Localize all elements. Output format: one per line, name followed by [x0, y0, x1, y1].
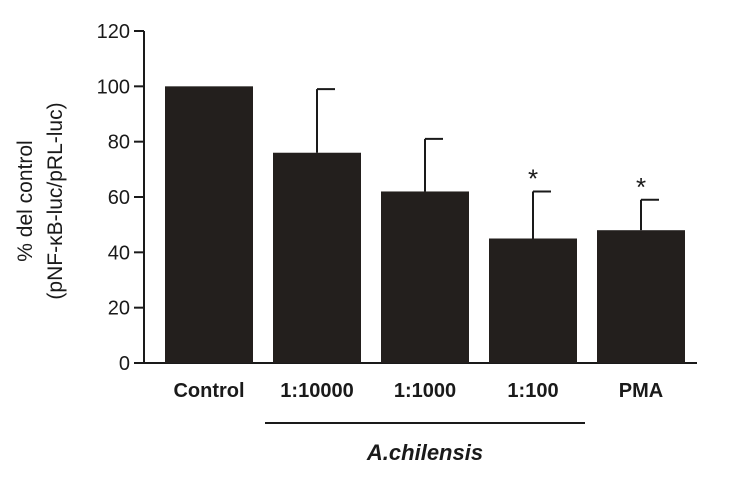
- bar-pma: [597, 230, 685, 363]
- bar-1-10000: [273, 152, 361, 363]
- category-label-1-10000: 1:10000: [280, 380, 353, 402]
- category-label-control: Control: [173, 380, 244, 402]
- bar-1-1000: [381, 191, 469, 363]
- bars: [165, 86, 685, 363]
- y-tick-label: 100: [97, 76, 130, 98]
- significance-markers: * *: [528, 163, 646, 201]
- category-label-1-100: 1:100: [507, 380, 558, 402]
- y-axis-label-line-2: (pNF-κB-luc/pRL-luc): [44, 102, 67, 299]
- bar-1-100: [489, 238, 577, 363]
- group-label: A.chilensis: [366, 440, 483, 465]
- category-labels: Control 1:10000 1:1000 1:100 PMA: [173, 380, 663, 402]
- bar-control: [165, 86, 253, 363]
- y-tick-label: 120: [97, 21, 130, 43]
- y-tick-label: 20: [108, 298, 130, 320]
- y-tick-label: 0: [119, 353, 130, 375]
- y-axis-ticks: 0 20 40 60 80 100 120: [97, 21, 144, 375]
- error-bars: [316, 88, 659, 239]
- category-label-1-1000: 1:1000: [394, 380, 456, 402]
- significance-star-pma: *: [636, 172, 646, 202]
- y-tick-label: 40: [108, 242, 130, 264]
- category-label-pma: PMA: [619, 380, 663, 402]
- significance-star-1-100: *: [528, 163, 538, 193]
- y-tick-label: 60: [108, 187, 130, 209]
- y-tick-label: 80: [108, 132, 130, 154]
- y-axis-label: % del control (pNF-κB-luc/pRL-luc): [14, 102, 67, 299]
- group-bracket: A.chilensis: [265, 422, 585, 465]
- y-axis-label-line-1: % del control: [14, 140, 37, 261]
